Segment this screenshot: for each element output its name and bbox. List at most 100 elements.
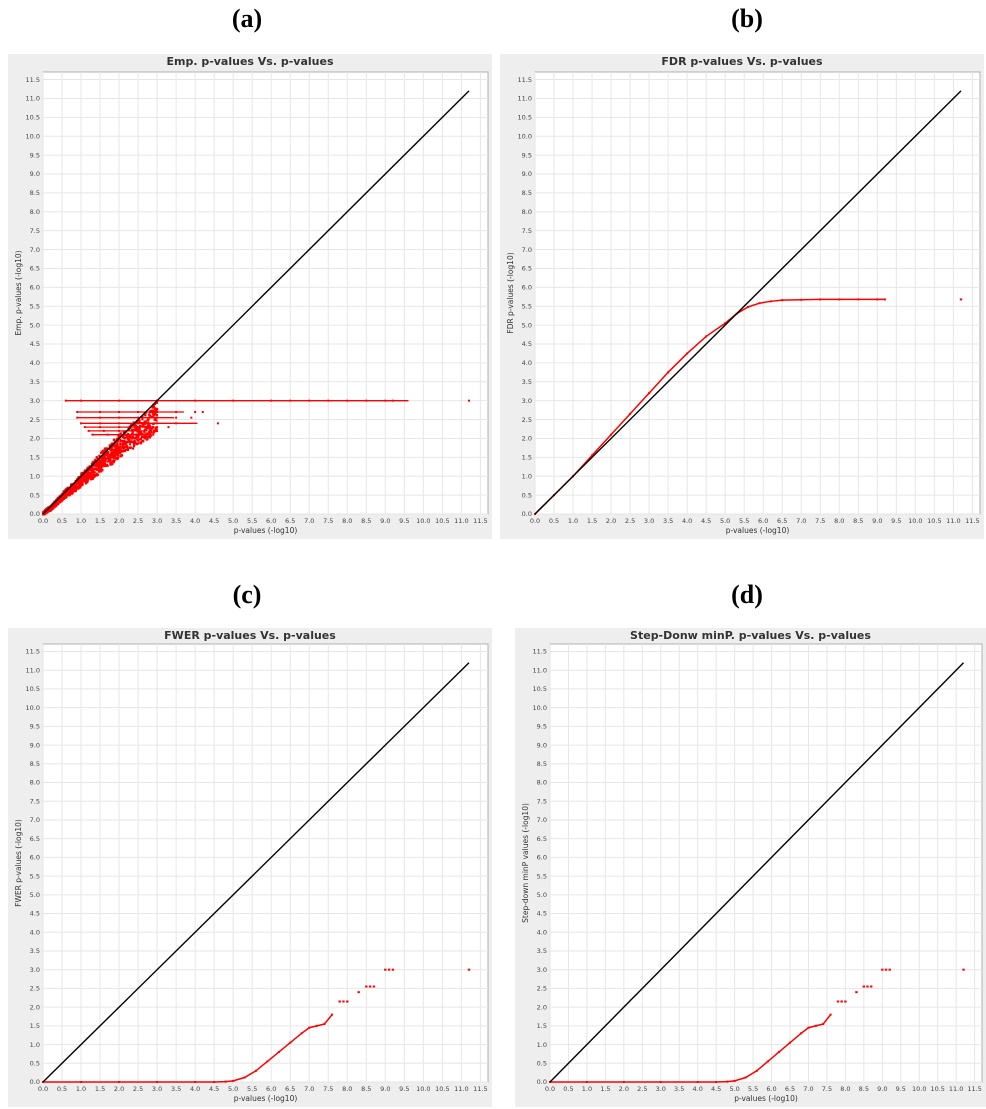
x-tick-label: 2.0: [606, 517, 616, 525]
data-point: [153, 414, 156, 417]
y-tick-label: 7.0: [30, 246, 40, 254]
data-point: [289, 1041, 292, 1044]
y-tick-label: 11.5: [518, 76, 532, 84]
data-point: [112, 448, 115, 451]
data-point: [103, 459, 106, 462]
y-tick-label: 4.5: [30, 910, 40, 918]
data-point: [93, 459, 97, 463]
data-point: [99, 470, 103, 473]
x-tick-label: 4.5: [701, 517, 711, 525]
data-point: [836, 1000, 840, 1003]
x-tick-label: 10.0: [416, 517, 430, 525]
y-tick-label: 5.5: [522, 302, 532, 310]
x-tick-label: 9.0: [872, 517, 882, 525]
y-tick-label: 3.0: [30, 397, 40, 405]
data-point: [112, 450, 115, 453]
data-point: [94, 462, 98, 465]
data-point: [106, 457, 109, 460]
data-point: [54, 502, 58, 505]
data-point: [175, 416, 178, 419]
data-point: [116, 457, 119, 461]
data-point: [119, 448, 122, 451]
data-point: [857, 298, 860, 301]
data-point: [99, 426, 102, 429]
data-point: [467, 968, 471, 971]
data-point: [80, 422, 83, 425]
x-tick-label: 3.0: [152, 517, 162, 525]
data-point: [346, 1000, 349, 1003]
data-point: [98, 466, 101, 469]
data-point: [78, 477, 81, 481]
data-point: [118, 422, 121, 425]
data-point: [346, 399, 349, 402]
data-point: [56, 501, 59, 504]
data-point: [143, 428, 146, 431]
data-point: [959, 298, 963, 301]
data-point: [840, 1000, 843, 1003]
data-point: [155, 419, 158, 422]
data-point: [84, 475, 87, 478]
data-point: [134, 428, 138, 432]
x-tick-label: 5.5: [748, 1085, 758, 1093]
y-tick-label: 3.5: [537, 947, 547, 955]
data-point: [814, 1024, 817, 1027]
data-point: [71, 489, 74, 493]
data-point: [391, 968, 395, 971]
y-tick-label: 4.5: [537, 910, 547, 918]
x-tick-label: 4.0: [190, 1085, 200, 1093]
data-point: [121, 439, 125, 443]
data-point: [116, 437, 119, 441]
data-point: [129, 424, 133, 427]
data-point: [116, 444, 119, 447]
y-tick-label: 3.5: [30, 378, 40, 386]
data-point: [819, 298, 822, 301]
data-point: [139, 424, 142, 428]
data-point: [56, 499, 60, 502]
y-tick-label: 1.0: [537, 1041, 547, 1049]
data-point: [338, 1000, 341, 1003]
y-axis-label: FDR p-values (-log10): [506, 252, 515, 333]
x-tick-label: 6.0: [266, 517, 276, 525]
data-point: [224, 1080, 227, 1083]
data-point: [72, 483, 76, 486]
x-tick-label: 2.0: [114, 1085, 124, 1093]
data-point: [136, 427, 139, 430]
data-point: [64, 493, 68, 496]
data-point: [201, 411, 204, 413]
x-tick-label: 11.0: [454, 1085, 468, 1093]
data-point: [766, 1060, 769, 1063]
data-point: [342, 1000, 345, 1003]
x-axis-label: p-values (-log10): [734, 1094, 798, 1103]
data-point: [118, 452, 121, 455]
data-point: [101, 465, 104, 468]
x-tick-label: 7.0: [304, 1085, 314, 1093]
data-point: [92, 471, 96, 474]
x-tick-label: 11.5: [473, 1085, 487, 1093]
data-point: [148, 426, 151, 430]
data-point: [116, 454, 119, 457]
data-point: [126, 448, 130, 452]
data-point: [151, 415, 154, 418]
data-point: [844, 1000, 847, 1003]
data-point: [90, 470, 93, 473]
x-tick-label: 0.5: [549, 517, 559, 525]
data-point: [123, 439, 126, 442]
data-point: [95, 474, 98, 477]
reference-line: [42, 662, 470, 1083]
data-point: [102, 462, 105, 465]
x-axis-label: p-values (-log10): [234, 1094, 298, 1103]
data-point: [150, 429, 153, 432]
data-point: [112, 461, 115, 464]
data-point: [95, 460, 98, 464]
x-tick-label: 6.0: [758, 517, 768, 525]
y-tick-label: 7.0: [30, 816, 40, 824]
data-point: [87, 429, 90, 432]
y-tick-label: 0.5: [30, 491, 40, 499]
data-point: [147, 421, 150, 424]
data-point: [107, 457, 110, 460]
y-tick-label: 7.0: [522, 246, 532, 254]
data-point: [148, 413, 151, 416]
x-tick-label: 8.0: [834, 517, 844, 525]
y-tick-label: 9.5: [522, 151, 532, 159]
y-tick-label: 10.5: [518, 114, 532, 122]
